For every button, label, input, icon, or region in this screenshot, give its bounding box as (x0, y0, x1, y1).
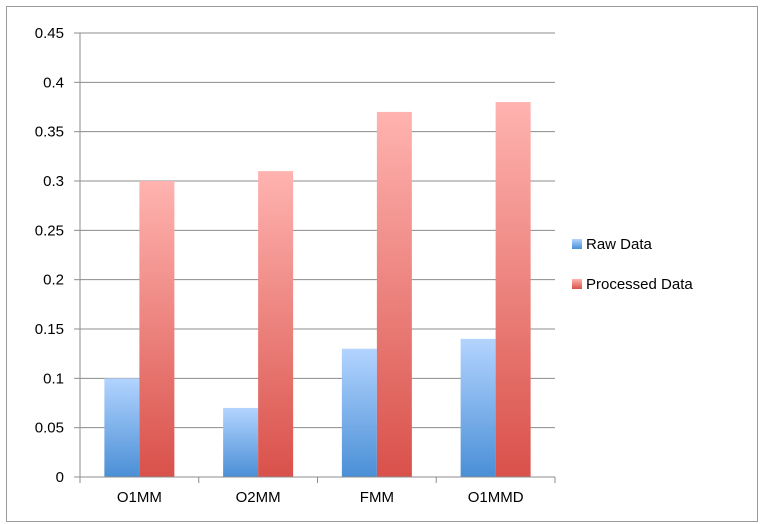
y-tick-label: 0.4 (43, 74, 64, 91)
legend-label: Processed Data (586, 276, 693, 293)
bar-raw-data-o1mm (104, 378, 140, 477)
y-tick-label: 0.2 (43, 272, 64, 289)
bar-processed-data-fmm (376, 111, 412, 477)
y-tick-label: 0 (56, 469, 64, 486)
bar-processed-data-o1mmd (495, 102, 531, 478)
y-tick-label: 0.1 (43, 370, 64, 387)
y-tick-label: 0.15 (35, 321, 64, 338)
axes: 0 0.05 0.1 0.15 0.2 0.25 0.3 0.35 0.4 0.45 O1MM O2M… (35, 25, 556, 506)
y-tick-label: 0.3 (43, 173, 64, 190)
bar-raw-data-fmm (341, 348, 377, 477)
x-tick-label: O2MM (236, 489, 281, 506)
bar-raw-data-o1mmd (460, 338, 496, 477)
bar-processed-data-o1mm (139, 181, 175, 477)
legend-swatch (572, 279, 582, 289)
x-tick-label: O1MM (117, 489, 162, 506)
bar-raw-data-o2mm (223, 407, 259, 477)
y-tick-label: 0.05 (35, 420, 64, 437)
y-tick-label: 0.35 (35, 124, 64, 141)
bars (104, 102, 531, 478)
bar-processed-data-o2mm (258, 171, 294, 477)
x-tick-label: FMM (360, 489, 394, 506)
legend-swatch (572, 239, 582, 249)
y-tick-label: 0.45 (35, 25, 64, 42)
legend: Raw Data Processed Data (572, 236, 693, 293)
y-tick-label: 0.25 (35, 222, 64, 239)
legend-label: Raw Data (586, 236, 653, 253)
x-tick-label: O1MMD (468, 489, 524, 506)
